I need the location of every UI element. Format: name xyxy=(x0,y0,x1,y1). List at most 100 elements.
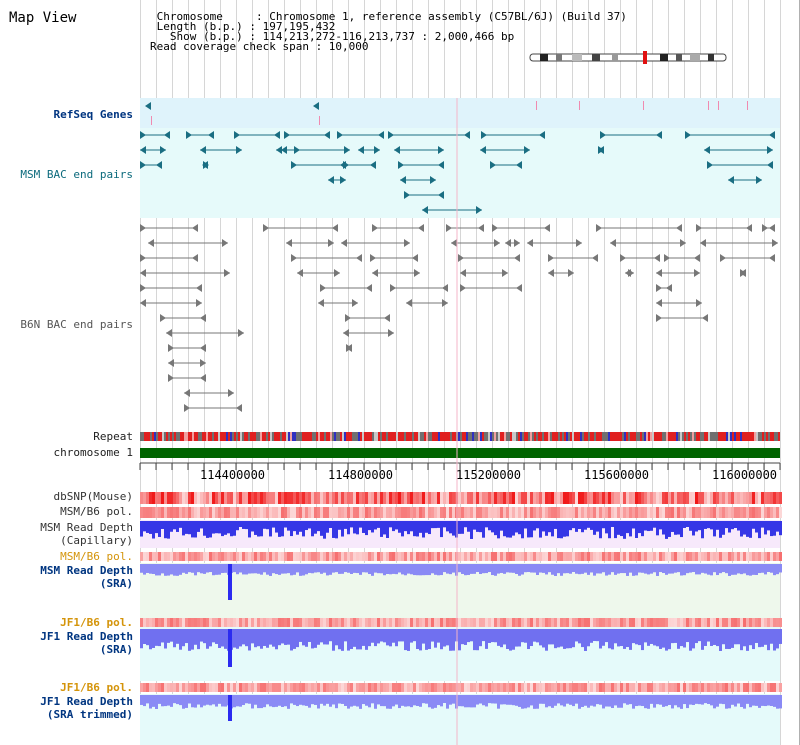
bac-end-arrow xyxy=(196,299,202,307)
depth-bar xyxy=(731,629,734,648)
heatmap-cell xyxy=(308,683,311,692)
depth-bar xyxy=(326,629,329,645)
depth-bar xyxy=(395,695,398,705)
heatmap-cell xyxy=(500,683,503,692)
repeat-segment xyxy=(714,432,716,441)
heatmap-cell xyxy=(338,552,341,561)
depth-bar xyxy=(206,629,209,649)
repeat-segment xyxy=(554,432,556,441)
bac-end-arrow xyxy=(406,299,412,307)
depth-bar xyxy=(269,564,272,576)
heatmap-cell xyxy=(596,618,599,627)
bac-end-arrow xyxy=(600,131,606,139)
heatmap-cell xyxy=(401,507,404,518)
repeat-segment xyxy=(262,432,264,441)
bac-end-arrow xyxy=(756,176,762,184)
depth-bar xyxy=(569,564,572,574)
repeat-segment xyxy=(480,432,482,441)
repeat-segment xyxy=(636,432,638,441)
repeat-segment xyxy=(564,432,566,441)
heatmap-cell xyxy=(599,507,602,518)
track-label-jf1-b6-pol-2[interactable]: JF1/B6 pol. xyxy=(60,681,133,694)
depth-spike xyxy=(228,629,232,667)
heatmap-cell xyxy=(734,683,737,692)
repeat-segment xyxy=(534,432,536,441)
track-label-b6n-bac[interactable]: B6N BAC end pairs xyxy=(20,318,133,331)
track-label-repeat[interactable]: Repeat xyxy=(93,430,133,443)
depth-bar xyxy=(572,521,575,529)
bac-end-arrow xyxy=(516,284,522,292)
track-label-msm-bac[interactable]: MSM BAC end pairs xyxy=(20,168,133,181)
heatmap-cell xyxy=(560,683,563,692)
depth-bar xyxy=(275,521,278,533)
heatmap-cell xyxy=(659,507,662,518)
heatmap-cell xyxy=(734,618,737,627)
repeat-segment xyxy=(454,432,456,441)
heatmap-cell xyxy=(677,492,680,504)
track-label-dbsnp[interactable]: dbSNP(Mouse) xyxy=(53,490,133,503)
heatmap-cell xyxy=(755,552,758,561)
track-label-msm-b6-pol-2[interactable]: MSM/B6 pol. xyxy=(60,550,133,563)
heatmap-cell xyxy=(725,618,728,627)
depth-bar xyxy=(539,629,542,646)
heatmap-cell xyxy=(449,618,452,627)
repeat-segment xyxy=(362,432,364,441)
repeat-segment xyxy=(182,432,184,441)
heatmap-cell xyxy=(716,618,719,627)
track-label-msm-sra-depth[interactable]: MSM Read Depth xyxy=(40,564,133,577)
heatmap-cell xyxy=(713,492,716,504)
heatmap-cell xyxy=(452,492,455,504)
depth-bar xyxy=(155,629,158,646)
heatmap-cell xyxy=(692,618,695,627)
track-label-jf1-b6-pol[interactable]: JF1/B6 pol. xyxy=(60,616,133,629)
depth-bar xyxy=(656,521,659,536)
depth-bar xyxy=(371,629,374,643)
track-label-jf1-sra-depth[interactable]: JF1 Read Depth xyxy=(40,630,133,643)
heatmap-cell xyxy=(404,618,407,627)
heatmap-cell xyxy=(704,507,707,518)
heatmap-cell xyxy=(647,552,650,561)
depth-bar xyxy=(215,564,218,575)
bac-end-arrow xyxy=(148,239,154,247)
track-label-refseq[interactable]: RefSeq Genes xyxy=(53,108,133,121)
repeat-segment xyxy=(634,432,636,441)
heatmap-cell xyxy=(731,492,734,504)
depth-bar xyxy=(251,695,254,709)
grid-line xyxy=(300,0,301,745)
heatmap-cell xyxy=(296,618,299,627)
heatmap-cell xyxy=(743,492,746,504)
heatmap-cell xyxy=(350,618,353,627)
heatmap-cell xyxy=(386,492,389,504)
heatmap-cell xyxy=(227,492,230,504)
depth-bar xyxy=(191,629,194,650)
depth-bar xyxy=(341,629,344,651)
bac-end-arrow xyxy=(168,374,174,382)
track-label-jf1-trim-depth[interactable]: JF1 Read Depth xyxy=(40,695,133,708)
track-label-chromosome[interactable]: chromosome 1 xyxy=(53,446,133,459)
depth-bar xyxy=(278,521,281,537)
depth-bar xyxy=(554,564,557,576)
heatmap-cell xyxy=(377,618,380,627)
heatmap-cell xyxy=(341,507,344,518)
info-coverage-span: Read coverage check span : 10,000 xyxy=(150,40,369,53)
track-label-msm-cap-depth[interactable]: MSM Read Depth xyxy=(40,521,133,534)
heatmap-cell xyxy=(707,492,710,504)
heatmap-cell xyxy=(356,492,359,504)
depth-bar xyxy=(716,629,719,647)
heatmap-cell xyxy=(608,507,611,518)
heatmap-cell xyxy=(215,492,218,504)
heatmap-cell xyxy=(683,618,686,627)
depth-bar xyxy=(293,564,296,575)
heatmap-cell xyxy=(284,507,287,518)
heatmap-cell xyxy=(632,683,635,692)
depth-bar xyxy=(215,695,218,707)
depth-bar xyxy=(581,629,584,648)
heatmap-cell xyxy=(278,507,281,518)
heatmap-cell xyxy=(188,552,191,561)
track-label-msm-b6-pol[interactable]: MSM/B6 pol. xyxy=(60,505,133,518)
depth-bar xyxy=(344,695,347,706)
depth-bar xyxy=(263,695,266,708)
heatmap-cell xyxy=(731,507,734,518)
heatmap-cell xyxy=(425,552,428,561)
